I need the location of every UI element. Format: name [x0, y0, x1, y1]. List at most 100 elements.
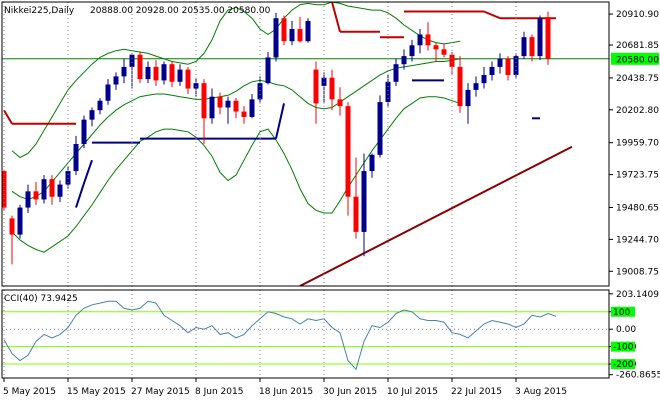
ohlc-values-label: 20888.00 20928.00 20535.00 20580.00 — [90, 6, 271, 16]
resistance-step-line — [331, 2, 341, 33]
time-tick-label: 8 Jun 2015 — [195, 387, 243, 397]
candle-body-bear[interactable] — [505, 58, 511, 76]
candle-body-bear[interactable] — [49, 179, 55, 197]
price-tick-label: 19480.65 — [616, 203, 659, 213]
candle-body-bear[interactable] — [185, 69, 191, 89]
candle-body-bull[interactable] — [409, 45, 415, 57]
price-tick-label: 19008.75 — [616, 267, 659, 277]
candle-body-bear[interactable] — [545, 17, 551, 59]
candle-body-bull[interactable] — [121, 66, 127, 77]
candle-body-bull[interactable] — [417, 34, 423, 46]
price-tick-label: 20438.75 — [616, 74, 659, 84]
candle-body-bear[interactable] — [153, 66, 159, 81]
candle-body-bull[interactable] — [249, 99, 255, 117]
current-price-tag-label: 20580.00 — [616, 55, 659, 65]
cci-tick-label: 203.1409 — [616, 290, 659, 300]
candle-body-bull[interactable] — [497, 58, 503, 67]
candle-body-bull[interactable] — [305, 20, 311, 42]
candle-body-bear[interactable] — [201, 83, 207, 119]
candle-body-bull[interactable] — [89, 110, 95, 120]
candle-body-bear[interactable] — [169, 64, 175, 82]
candle-body-bear[interactable] — [217, 96, 223, 108]
candle-body-bull[interactable] — [521, 37, 527, 57]
candle-body-bear[interactable] — [345, 106, 351, 197]
candle-body-bull[interactable] — [513, 56, 519, 76]
candle-body-bear[interactable] — [353, 196, 359, 232]
candle-body-bull[interactable] — [209, 96, 215, 119]
candle-body-bull[interactable] — [65, 171, 71, 185]
candle-body-bull[interactable] — [193, 83, 199, 89]
candle-body-bull[interactable] — [57, 184, 63, 197]
candle-body-bear[interactable] — [281, 18, 287, 42]
candle-body-bull[interactable] — [129, 54, 135, 67]
candle-body-bull[interactable] — [17, 207, 23, 235]
candle-body-bull[interactable] — [265, 57, 271, 84]
resistance-step-line — [483, 10, 501, 20]
candle-body-bear[interactable] — [529, 37, 535, 57]
candle-body-bull[interactable] — [473, 83, 479, 90]
candle-body-bull[interactable] — [81, 119, 87, 144]
candle-body-bear[interactable] — [137, 54, 143, 80]
candle-body-bear[interactable] — [2, 171, 7, 208]
candle-body-bull[interactable] — [289, 29, 295, 42]
candle-body-bear[interactable] — [241, 111, 247, 117]
candle-body-bear[interactable] — [425, 34, 431, 46]
candle-body-bull[interactable] — [481, 75, 487, 84]
time-tick-label: 22 Jul 2015 — [451, 387, 502, 397]
cci-level-tag-label: 100 — [613, 308, 630, 318]
candle-body-bear[interactable] — [329, 77, 335, 100]
candle-body-bear[interactable] — [9, 218, 15, 235]
current-price-tag — [611, 52, 659, 65]
candle-body-bear[interactable] — [449, 54, 455, 67]
candle-body-bull[interactable] — [321, 77, 327, 86]
candle-body-bull[interactable] — [385, 81, 391, 103]
candle-body-bull[interactable] — [145, 66, 151, 80]
candle-body-bull[interactable] — [489, 66, 495, 76]
candle-body-bear[interactable] — [457, 66, 463, 107]
candle-body-bull[interactable] — [113, 76, 119, 85]
cci-level-tag — [611, 341, 635, 352]
candle-body-bear[interactable] — [33, 191, 39, 200]
candle-body-bull[interactable] — [377, 102, 383, 155]
time-tick-label: 27 May 2015 — [131, 387, 190, 397]
candle-body-bear[interactable] — [233, 100, 239, 112]
time-tick-label: 18 Jun 2015 — [259, 387, 313, 397]
candle-body-bull[interactable] — [393, 64, 399, 82]
resistance-step-line — [3, 109, 13, 125]
candle-body-bull[interactable] — [257, 83, 263, 100]
candle-body-bull[interactable] — [25, 191, 31, 208]
candle-body-bull[interactable] — [401, 56, 407, 65]
candle-body-bear[interactable] — [441, 49, 447, 55]
candle-body-bull[interactable] — [97, 100, 103, 111]
candle-body-bull[interactable] — [105, 84, 111, 101]
candle-body-bear[interactable] — [433, 45, 439, 50]
bollinger-upper-band — [11, 2, 461, 159]
candle-body-bull[interactable] — [369, 154, 375, 172]
candle-body-bull[interactable] — [537, 18, 543, 57]
time-tick-label: 15 May 2015 — [67, 387, 126, 397]
candle-body-bear[interactable] — [337, 99, 343, 107]
cci-line — [3, 300, 557, 371]
time-tick-label: 30 Jun 2015 — [323, 387, 377, 397]
bollinger-lower-band — [11, 96, 461, 253]
candle-body-bull[interactable] — [73, 144, 79, 172]
candle-body-bull[interactable] — [225, 100, 231, 108]
price-panel[interactable] — [2, 2, 610, 286]
candle-body-bull[interactable] — [177, 69, 183, 82]
time-tick-label: 10 Jul 2015 — [387, 387, 438, 397]
cci-indicator-label: CCI(40) 73.9425 — [4, 294, 78, 304]
candle-body-bear[interactable] — [313, 69, 319, 104]
candle-body-bull[interactable] — [361, 171, 367, 232]
cci-panel[interactable] — [2, 300, 609, 371]
candle-body-bear[interactable] — [297, 29, 303, 42]
cci-tick-label: -260.8655 — [616, 371, 660, 381]
cci-panel-frame — [1, 289, 610, 379]
time-tick-label: 5 May 2015 — [3, 387, 56, 397]
candle-body-bull[interactable] — [161, 64, 167, 81]
trendline — [299, 145, 573, 286]
candle-body-bull[interactable] — [465, 89, 471, 107]
cci-level-tag — [611, 359, 635, 370]
candle-body-bull[interactable] — [273, 18, 279, 58]
candle-body-bull[interactable] — [41, 179, 47, 200]
